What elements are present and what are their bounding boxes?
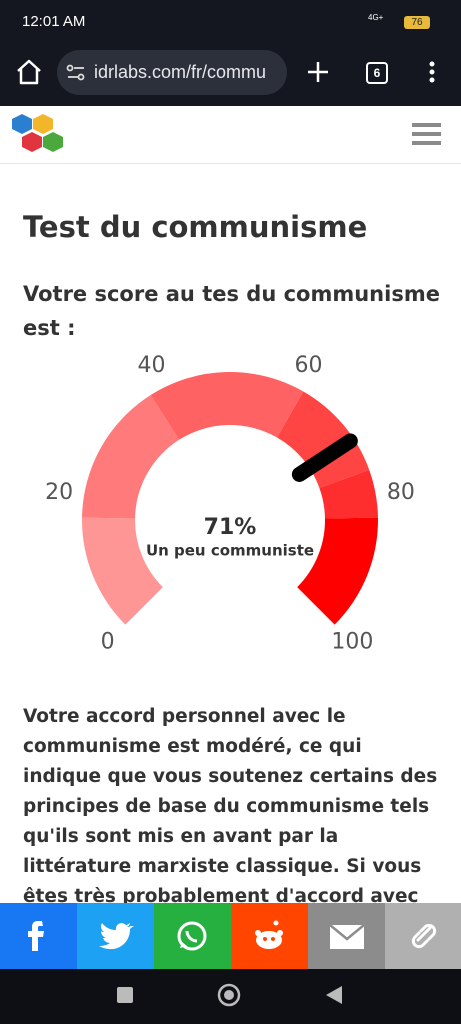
- status-network: 4G+: [368, 13, 384, 22]
- gauge-tick-label: 60: [295, 353, 323, 378]
- address-bar[interactable]: [57, 50, 287, 95]
- share-whatsapp[interactable]: [154, 903, 231, 969]
- gauge-segment: [277, 391, 370, 488]
- whatsapp-icon: [177, 921, 207, 951]
- gauge-segment: [297, 517, 378, 625]
- share-bar: [0, 903, 461, 969]
- nav-buttons: [117, 983, 342, 1007]
- back-button[interactable]: [326, 986, 342, 1004]
- site-logo[interactable]: [10, 112, 66, 156]
- home-button[interactable]: [14, 58, 44, 86]
- reddit-icon: [255, 920, 283, 949]
- gauge-tick-label: 0: [101, 629, 115, 654]
- recents-button[interactable]: [117, 987, 133, 1003]
- url-text[interactable]: idrlabs.com/fr/commu: [94, 62, 267, 82]
- menu-button[interactable]: [426, 60, 438, 84]
- hamburger-menu[interactable]: [412, 121, 442, 147]
- gauge: 0 20 40 60 80 100 71% Un peu communiste: [45, 353, 415, 654]
- email-icon: [329, 924, 365, 949]
- link-icon: [411, 923, 437, 949]
- twitter-icon: [99, 923, 134, 950]
- home-nav-button[interactable]: [217, 983, 241, 1007]
- share-twitter[interactable]: [77, 903, 154, 969]
- share-reddit[interactable]: [231, 903, 308, 969]
- gauge-tick-label: 100: [331, 629, 373, 654]
- status-battery: 76: [404, 16, 430, 29]
- gauge-segment: [150, 372, 304, 440]
- page-subtitle: Votre score au tes du communisme est :: [23, 282, 440, 340]
- gauge-tick-label: 80: [387, 480, 415, 505]
- share-email[interactable]: [308, 903, 385, 969]
- gauge-tick-label: 20: [45, 480, 73, 505]
- share-facebook[interactable]: [0, 903, 77, 969]
- page-title: Test du communisme: [23, 210, 368, 244]
- gauge-segment: [82, 517, 163, 625]
- system-nav-bar: [0, 969, 461, 1024]
- gauge-needle: [291, 433, 358, 482]
- status-time: 12:01 AM: [22, 13, 86, 30]
- gauge-caption: Un peu communiste: [146, 542, 314, 560]
- site-info-icon[interactable]: [66, 63, 86, 83]
- share-link[interactable]: [385, 903, 461, 969]
- facebook-icon: [28, 921, 44, 951]
- tab-count[interactable]: 6: [366, 62, 388, 84]
- gauge-tick-label: 40: [137, 353, 165, 378]
- home-nav-dot: [224, 990, 234, 1000]
- site-header: [0, 106, 461, 164]
- gauge-segment: [82, 395, 180, 519]
- gauge-value-label: 71%: [204, 515, 257, 540]
- gauge-segment: [319, 469, 378, 519]
- new-tab-button[interactable]: [306, 60, 330, 84]
